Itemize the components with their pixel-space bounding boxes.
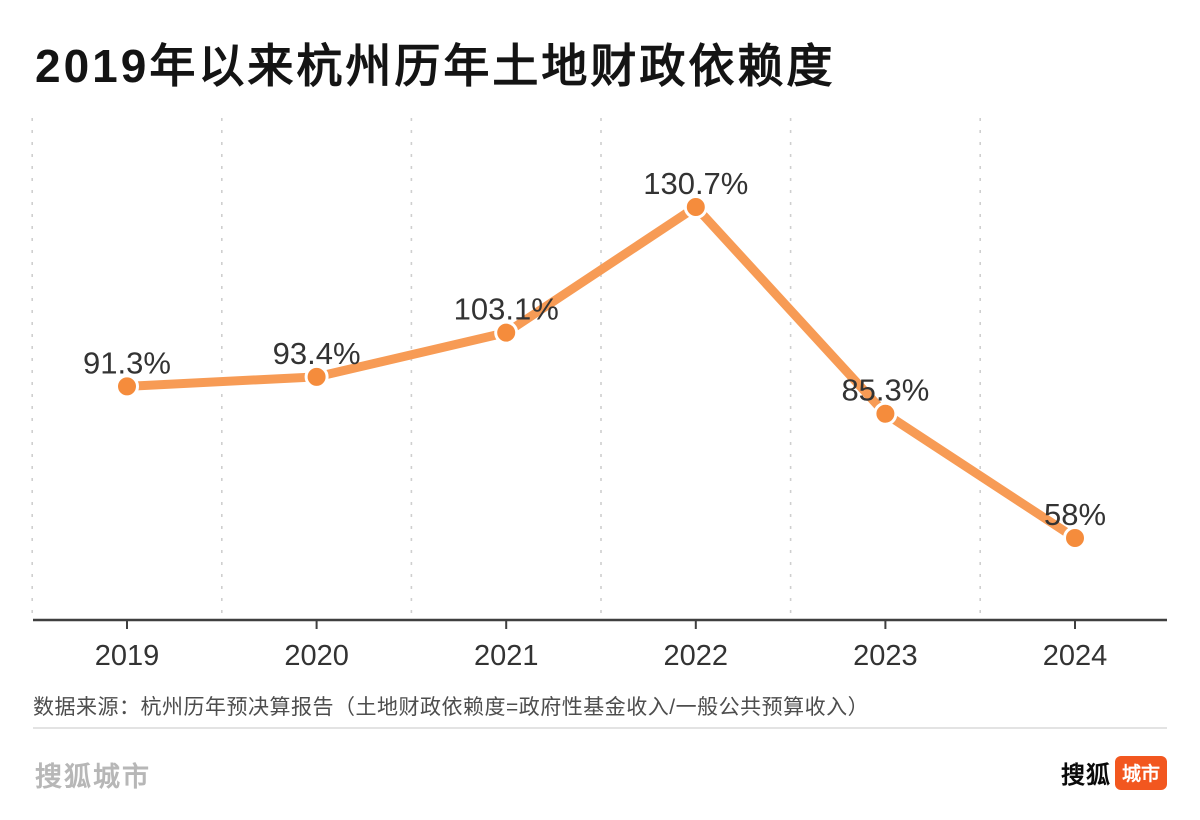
x-tick-label: 2020 bbox=[284, 640, 349, 672]
sohu-logo-badge: 城市 bbox=[1114, 755, 1167, 790]
footer-divider bbox=[33, 727, 1167, 729]
x-tick-label: 2019 bbox=[95, 640, 160, 672]
x-tick-label: 2022 bbox=[664, 640, 729, 672]
data-label: 103.1% bbox=[454, 292, 559, 327]
data-label: 91.3% bbox=[83, 345, 171, 380]
data-label: 58% bbox=[1044, 497, 1106, 532]
data-point bbox=[1063, 526, 1087, 550]
data-label: 130.7% bbox=[643, 166, 748, 201]
line-chart: 2019 2020 2021 2022 2023 2024 91.3% 93.4% 103.1%… bbox=[31, 118, 1167, 672]
data-line bbox=[122, 202, 1080, 543]
x-tick-label: 2021 bbox=[474, 640, 539, 672]
data-point bbox=[683, 195, 708, 219]
source-note: 数据来源：杭州历年预决算报告（土地财政依赖度=政府性基金收入/一般公共预算收入） bbox=[33, 696, 870, 719]
data-point bbox=[304, 364, 329, 389]
x-tick-label: 2023 bbox=[853, 640, 918, 672]
sohu-logo: 搜狐 城市 bbox=[1061, 755, 1167, 790]
data-point bbox=[115, 374, 139, 399]
sohu-logo-text: 搜狐 bbox=[1060, 762, 1111, 789]
data-point bbox=[873, 401, 898, 426]
x-tick-label: 2024 bbox=[1043, 640, 1108, 672]
data-label: 85.3% bbox=[841, 373, 929, 408]
data-label: 93.4% bbox=[273, 336, 361, 371]
data-point bbox=[494, 320, 519, 345]
chart-title: 2019年以来杭州历年土地财政依赖度 bbox=[35, 40, 836, 92]
watermark-text: 搜狐城市 bbox=[35, 762, 151, 792]
